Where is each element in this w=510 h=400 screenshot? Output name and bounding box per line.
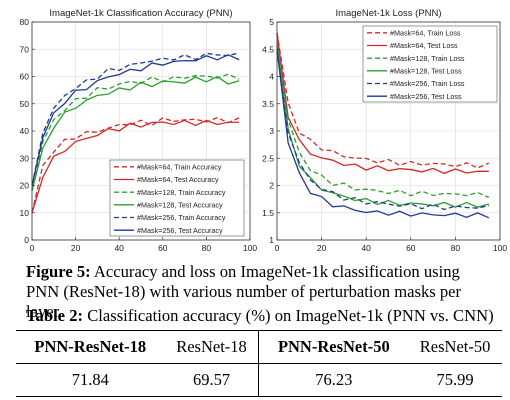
series-line [276, 49, 490, 211]
legend-label: #Mask=64, Train Accuracy [137, 162, 222, 171]
x-tick-label: 20 [71, 243, 81, 253]
table-header-cell: PNN-ResNet-50 [258, 330, 409, 364]
table-header-cell: PNN-ResNet-18 [16, 330, 165, 364]
legend-label: #Mask=128, Train Loss [390, 54, 465, 63]
y-tick-label: 5 [269, 17, 274, 27]
accuracy-chart: 0 20 40 60 80 100 0 10 20 30 40 50 60 70 80 ImageNet-1k… [20, 8, 258, 253]
y-tick-label: 40 [20, 126, 30, 136]
legend-box [109, 159, 245, 237]
table-caption: Table 2: Classification accuracy (%) on … [26, 306, 496, 326]
chart-title: ImageNet-1k Classification Accuracy (PNN… [49, 8, 232, 19]
table-header-row: PNN-ResNet-18 ResNet-18 PNN-ResNet-50 Re… [16, 330, 502, 364]
x-tick-label: 20 [317, 243, 327, 253]
table-row: 71.84 69.57 76.23 75.99 [16, 363, 502, 397]
table-caption-text: Classification accuracy (%) on ImageNet-… [87, 306, 494, 325]
x-tick-label: 100 [493, 243, 507, 253]
series-line [276, 43, 490, 198]
y-tick-label: 20 [20, 181, 30, 191]
x-tick-label: 40 [361, 243, 371, 253]
y-tick-label: 80 [20, 17, 30, 27]
table-cell: 76.23 [258, 363, 409, 397]
series-line [31, 116, 240, 213]
legend-box [362, 25, 498, 103]
legend-label: #Mask=128, Test Loss [390, 66, 462, 75]
table-caption-label: Table 2: [26, 306, 84, 325]
legend-label: #Mask=256, Train Loss [390, 79, 465, 88]
legend-label: #Mask=64, Train Loss [390, 28, 461, 37]
figure-caption: Figure 5: Accuracy and loss on ImageNet-… [26, 262, 496, 322]
legend-label: #Mask=256, Train Accuracy [137, 213, 226, 222]
table-cell: 71.84 [16, 363, 165, 397]
series-line [31, 52, 240, 186]
series-line [31, 54, 240, 186]
legend-label: #Mask=128, Train Accuracy [137, 188, 226, 197]
x-tick-label: 0 [30, 243, 35, 253]
y-tick-label: 10 [20, 208, 30, 218]
y-tick-label: 4 [269, 72, 274, 82]
series-line [276, 32, 489, 175]
x-tick-label: 40 [114, 243, 124, 253]
series-line [31, 75, 240, 192]
y-tick-label: 2 [269, 181, 274, 191]
y-tick-label: 30 [20, 153, 30, 163]
series-line [276, 32, 490, 169]
y-tick-label: 1.5 [262, 208, 274, 218]
y-tick-label: 50 [20, 99, 30, 109]
y-tick-label: 3.5 [262, 99, 274, 109]
legend-label: #Mask=64, Test Accuracy [137, 175, 219, 184]
table-cell: 69.57 [164, 363, 259, 397]
series-line [31, 73, 240, 192]
series-line [276, 49, 490, 219]
table-header-cell: ResNet-50 [408, 330, 502, 364]
figure-caption-text: Accuracy and loss on ImageNet-1k classif… [26, 262, 462, 321]
y-tick-label: 2.5 [262, 153, 274, 163]
results-table: PNN-ResNet-18 ResNet-18 PNN-ResNet-50 Re… [16, 330, 502, 397]
chart-title: ImageNet-1k Loss (PNN) [335, 8, 441, 19]
legend-label: #Mask=256, Test Accuracy [137, 226, 223, 235]
x-tick-label: 80 [451, 243, 461, 253]
y-tick-label: 0 [24, 235, 29, 245]
legend-label: #Mask=128, Test Accuracy [137, 200, 223, 209]
x-tick-label: 100 [243, 243, 257, 253]
y-tick-label: 70 [20, 44, 30, 54]
y-tick-label: 60 [20, 72, 30, 82]
legend-label: #Mask=256, Test Loss [390, 92, 462, 101]
table-header-cell: ResNet-18 [164, 330, 259, 364]
loss-chart: 0 20 40 60 80 100 1 1.5 2 2.5 3 3.5 4 4.5 5 ImageNet-1k… [262, 8, 507, 253]
figure-charts: 0 20 40 60 80 10001020304050607080ImageNet-1k… [20, 8, 508, 253]
figure-caption-label: Figure 5: [26, 262, 91, 281]
y-tick-label: 1 [269, 235, 274, 245]
x-tick-label: 80 [202, 243, 212, 253]
series-line [31, 119, 240, 213]
x-tick-label: 60 [158, 243, 168, 253]
y-tick-label: 4.5 [262, 44, 274, 54]
x-tick-label: 60 [406, 243, 416, 253]
legend-label: #Mask=64, Test Loss [390, 41, 458, 50]
table-cell: 75.99 [408, 363, 502, 397]
y-tick-label: 3 [269, 126, 274, 136]
x-tick-label: 0 [275, 243, 280, 253]
